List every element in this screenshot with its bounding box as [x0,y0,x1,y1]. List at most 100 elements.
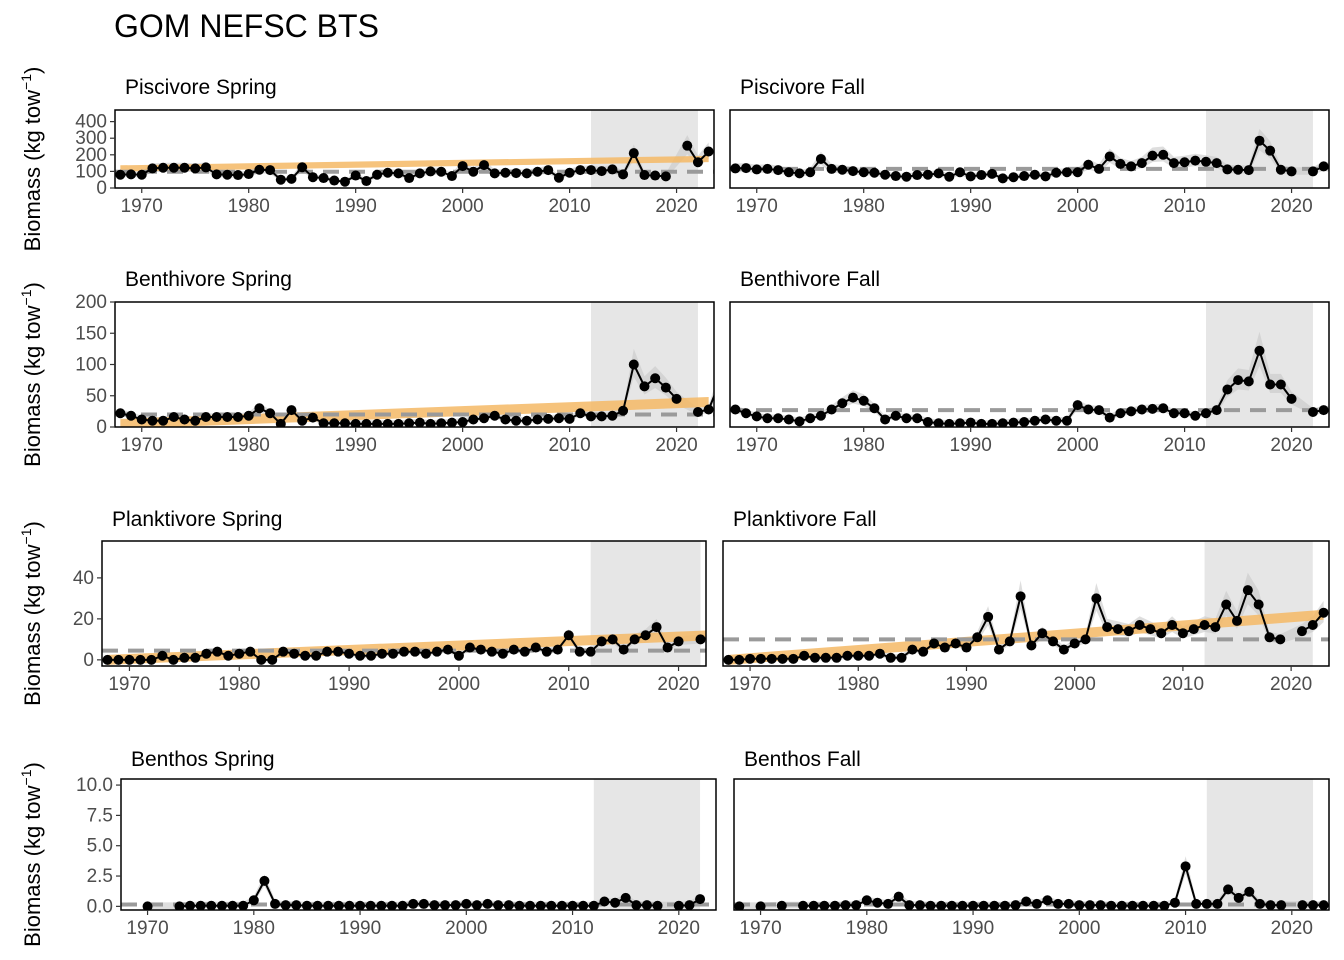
data-point [607,164,618,175]
data-point [831,652,842,663]
data-point [933,168,944,179]
data-point [386,900,397,910]
data-point [1134,620,1145,631]
data-point [471,900,482,910]
panel-benthivore-fall: Benthivore Fall 1970 1980 1990 2000 2010 2020 [729,268,1330,456]
panel-border [733,778,1330,911]
data-point [885,652,896,663]
data-point [552,644,563,655]
data-point [1318,405,1329,416]
data-point [607,634,618,645]
data-point [453,650,464,661]
data-point [1201,898,1212,909]
data-point [318,418,329,427]
data-point [933,418,944,427]
data-point [682,140,693,151]
y-tick-label: 150 [75,323,107,344]
data-point [243,169,254,180]
data-point [1180,861,1191,872]
data-point [1254,345,1265,356]
data-point [776,900,787,910]
x-tick-label: 2000 [1056,435,1098,456]
data-point [265,165,276,176]
x-tick-label: 1990 [328,674,370,695]
data-point [350,418,361,427]
data-point [944,171,955,182]
x-tick-label: 1970 [736,196,778,217]
data-point [798,900,809,910]
data-point [425,418,436,427]
x-tick-label: 2020 [1270,674,1312,695]
x-tick-label: 1980 [843,196,885,217]
data-point [136,414,147,425]
data-point [826,163,837,174]
data-point [853,650,864,661]
x-tick-label: 1990 [945,674,987,695]
data-point [585,411,596,422]
y-axis-label-tail: ) [20,762,45,769]
data-point [1191,898,1202,909]
data-point [1127,900,1138,910]
data-point [376,900,387,910]
data-point [1026,640,1037,651]
data-point [1042,895,1053,906]
data-point [397,900,408,910]
data-point [350,170,361,181]
data-point [206,900,217,910]
data-point [365,900,376,910]
data-point [1223,884,1234,895]
data-point [890,171,901,182]
data-point [1083,404,1094,415]
data-point [286,405,297,416]
panel-title: Benthos Spring [131,748,275,771]
data-point [1275,379,1286,390]
data-point [479,413,490,424]
data-point [925,900,936,910]
data-point [755,653,766,664]
data-point [936,900,947,910]
data-point [146,654,157,665]
data-point [102,654,113,665]
data-point [382,418,393,427]
x-tick-label: 2010 [548,435,590,456]
data-point [893,891,904,902]
y-axis-label-tail: ) [20,282,45,289]
data-point [1243,376,1254,387]
data-point [809,652,820,663]
y-axis-label: Biomass (kg tow−1) [18,67,45,252]
data-point [1091,593,1102,604]
data-point [965,171,976,182]
data-point [1179,157,1190,168]
data-point [618,644,629,655]
data-point [286,173,297,184]
data-point [521,168,532,179]
y-axis-label-exponent: −1 [18,289,34,305]
data-point [541,646,552,657]
data-point [641,900,652,910]
data-point [564,413,575,424]
panel-border [120,778,717,911]
data-point [1253,599,1264,610]
data-point [965,417,976,427]
data-point [532,166,543,177]
data-point [766,653,777,664]
data-point [987,418,998,427]
data-point [289,648,300,659]
data-point [954,418,965,427]
data-point [190,415,201,426]
data-point [179,414,190,425]
data-point [1115,408,1126,419]
data-point [280,900,291,910]
x-tick-label: 1980 [228,435,270,456]
panel-piscivore-fall: Piscivore Fall 1970 1980 1990 2000 2010 2020 [729,76,1330,217]
data-point [475,644,486,655]
data-point [1211,158,1222,169]
data-point [457,417,468,427]
data-point [275,418,286,427]
data-point [703,146,714,157]
y-tick-label: 100 [75,355,107,376]
data-point [1008,172,1019,183]
data-point [243,410,254,421]
data-point [961,642,972,653]
data-point [508,644,519,655]
